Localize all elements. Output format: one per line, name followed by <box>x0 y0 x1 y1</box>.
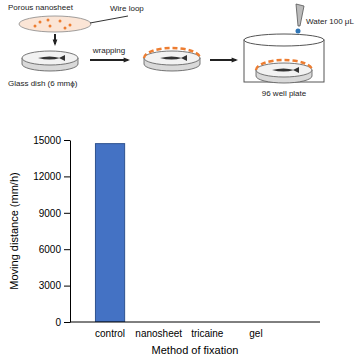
x-tick: nanosheet <box>135 322 182 339</box>
y-tick: 12000 <box>33 171 70 182</box>
pore <box>59 20 62 23</box>
nanosheet-wrap <box>256 60 312 70</box>
y-axis: 0 3000 6000 9000 12000 15000 <box>33 135 70 328</box>
diagram-label: 96 well plate <box>262 89 307 98</box>
x-tick-label: tricaine <box>191 328 224 339</box>
bars <box>95 144 124 322</box>
dish-top <box>22 51 78 65</box>
arrow-line <box>90 59 128 61</box>
fish-tail <box>181 55 187 61</box>
x-tick: gel <box>249 322 262 339</box>
pore <box>49 25 52 28</box>
x-tick: control <box>95 322 125 339</box>
arrow-head <box>232 58 238 63</box>
x-tick-label: gel <box>249 328 262 339</box>
y-tick-label: 3000 <box>39 280 62 291</box>
y-tick: 9000 <box>39 208 70 219</box>
y-tick-mark <box>64 213 70 214</box>
pore <box>34 25 37 28</box>
y-tick-label: 9000 <box>39 208 62 219</box>
y-axis-line <box>70 141 71 323</box>
diagram-label: Water 100 μL <box>306 17 354 26</box>
diagram-label: Glass dish (6 mmϕ) <box>8 79 78 88</box>
y-tick: 3000 <box>39 280 70 291</box>
pore <box>69 24 72 27</box>
x-axis: control nanosheet tricaine gel <box>70 322 320 339</box>
arrow-head <box>124 58 130 63</box>
fish-tail <box>293 67 299 73</box>
water-drop <box>296 29 301 34</box>
fish <box>38 57 60 60</box>
fish <box>160 57 182 60</box>
y-tick: 0 <box>55 317 70 328</box>
nanosheet <box>19 16 91 32</box>
pore <box>64 27 67 30</box>
dish-top <box>144 51 200 65</box>
diagram: Porous nanosheet Wire loop Glass dish (6 m… <box>8 3 354 98</box>
pore <box>39 21 42 24</box>
figure: Porous nanosheet Wire loop Glass dish (6 m… <box>0 0 360 360</box>
y-tick: 6000 <box>39 244 70 255</box>
wire-loop <box>90 16 128 23</box>
x-axis-title: Method of fixation <box>152 344 239 356</box>
pore <box>47 19 50 22</box>
y-tick-label: 12000 <box>33 171 61 182</box>
y-tick-mark <box>64 249 70 250</box>
arrow-head <box>53 40 58 46</box>
diagram-label: wrapping <box>92 46 125 55</box>
dish-top <box>256 63 312 77</box>
y-tick: 15000 <box>33 135 70 146</box>
y-tick-mark <box>64 322 70 323</box>
y-tick-label: 6000 <box>39 244 62 255</box>
y-tick-mark <box>64 140 70 141</box>
x-tick-label: control <box>95 328 125 339</box>
y-tick-mark <box>64 286 70 287</box>
y-axis-title: Moving distance (mm/h) <box>8 172 20 289</box>
x-axis-line <box>70 322 320 323</box>
diagram-label: Porous nanosheet <box>8 3 74 12</box>
fish-tail <box>59 55 65 61</box>
x-tick-label: nanosheet <box>135 328 182 339</box>
bar <box>95 144 124 322</box>
fish <box>272 69 294 72</box>
diagram-label: Wire loop <box>110 4 144 13</box>
y-tick-label: 0 <box>55 317 61 328</box>
well-top <box>244 34 324 46</box>
x-tick: tricaine <box>191 322 224 339</box>
pipette <box>296 4 304 26</box>
nanosheet-wrap <box>144 48 200 58</box>
y-tick-mark <box>64 176 70 177</box>
y-tick-label: 15000 <box>33 135 61 146</box>
